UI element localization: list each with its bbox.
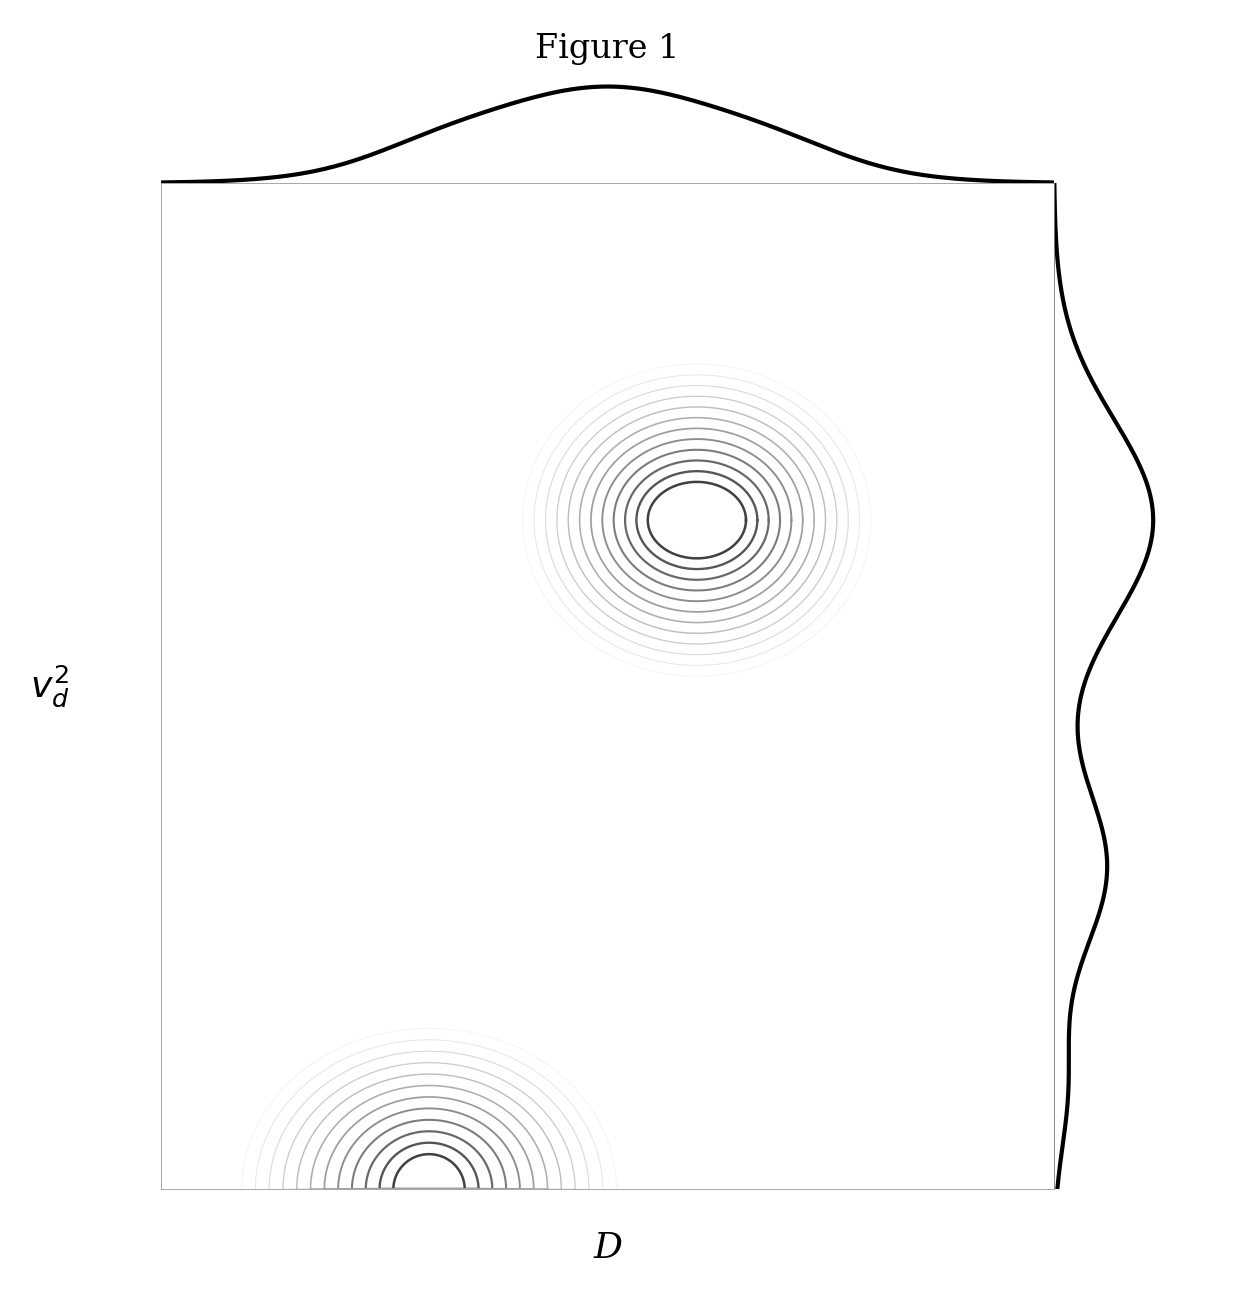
Text: D: D bbox=[593, 1231, 622, 1265]
Text: Figure 1: Figure 1 bbox=[536, 33, 680, 64]
Text: $v_d^2$: $v_d^2$ bbox=[30, 664, 69, 708]
